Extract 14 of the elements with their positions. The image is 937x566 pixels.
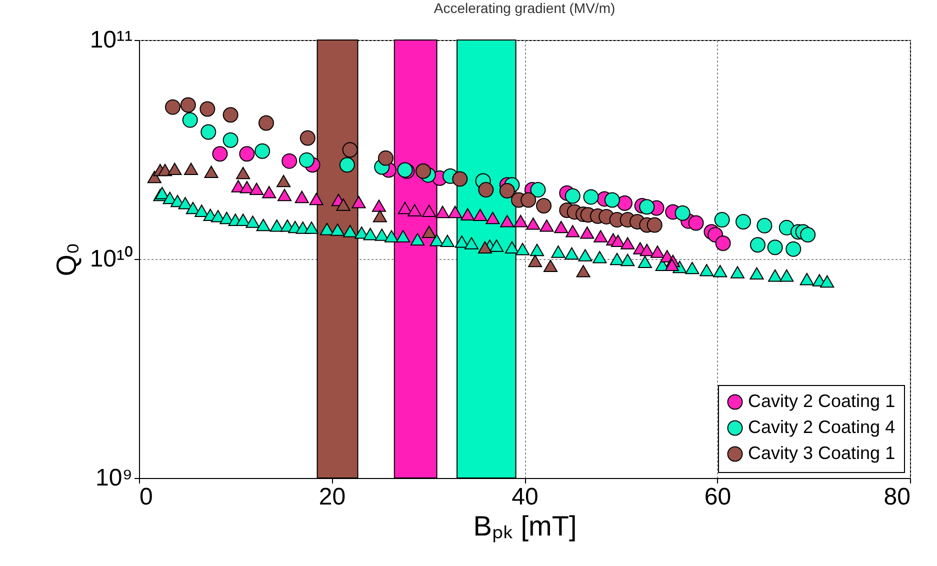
legend-label: Cavity 2 Coating 4 xyxy=(748,417,896,437)
x-tick-label: 40 xyxy=(512,484,538,510)
x-tick-label: 60 xyxy=(704,484,732,510)
x-tick-label: 80 xyxy=(884,484,910,510)
y-tick-label: 10⁹ xyxy=(96,464,132,492)
y-axis-title: Q₀ xyxy=(50,242,82,276)
x-tick-label: 0 xyxy=(140,484,153,510)
legend-label: Cavity 2 Coating 1 xyxy=(748,391,896,411)
y-tick-label: 10¹¹ xyxy=(90,26,132,54)
y-tick-label: 10¹⁰ xyxy=(90,246,132,272)
chart-title: Accelerating gradient (MV/m) xyxy=(434,0,616,16)
legend-label: Cavity 3 Coating 1 xyxy=(748,443,896,463)
x-tick-label: 20 xyxy=(318,484,346,510)
x-axis-title: Bₚₖ [mT] xyxy=(473,510,577,542)
